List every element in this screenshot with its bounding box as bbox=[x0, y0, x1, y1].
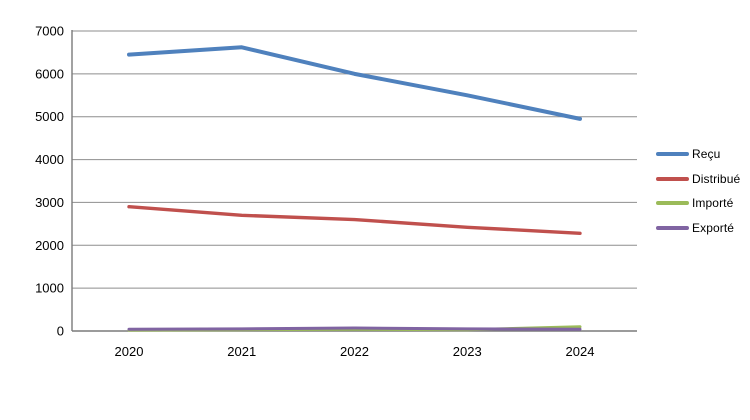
legend-label: Distribué bbox=[692, 171, 741, 186]
legend-label: Exporté bbox=[692, 220, 735, 235]
y-axis-label: 1000 bbox=[35, 281, 64, 296]
y-axis-label: 2000 bbox=[35, 238, 64, 253]
legend-item-recu: Reçu bbox=[656, 145, 740, 163]
y-axis-label: 3000 bbox=[35, 195, 64, 210]
legend-item-distribue: Distribué bbox=[656, 170, 740, 188]
legend-marker-0 bbox=[656, 152, 689, 156]
legend-label: Reçu bbox=[692, 147, 721, 161]
series-line-1 bbox=[127, 205, 582, 235]
legend-marker-3 bbox=[656, 225, 689, 230]
x-axis-label: 2024 bbox=[566, 344, 595, 359]
legend-label: Importé bbox=[692, 196, 734, 210]
x-axis-label: 2021 bbox=[227, 344, 256, 359]
legend-marker-2 bbox=[656, 201, 689, 205]
y-axis-label: 0 bbox=[57, 324, 64, 339]
x-axis-label: 2020 bbox=[115, 344, 144, 359]
x-axis-label: 2023 bbox=[453, 344, 482, 359]
legend: Reçu Distribué Importé Exporté bbox=[656, 145, 740, 243]
legend-item-exporte: Exporté bbox=[656, 219, 740, 237]
y-axis-label: 6000 bbox=[35, 66, 64, 81]
y-axis-label: 4000 bbox=[35, 152, 64, 167]
legend-item-importe: Importé bbox=[656, 194, 740, 212]
y-axis-label: 7000 bbox=[35, 24, 64, 39]
x-axis-label: 2022 bbox=[340, 344, 369, 359]
y-axis-label: 5000 bbox=[35, 109, 64, 124]
series-line-0 bbox=[127, 45, 582, 121]
series-line-3 bbox=[127, 326, 582, 331]
legend-marker-1 bbox=[656, 176, 689, 181]
